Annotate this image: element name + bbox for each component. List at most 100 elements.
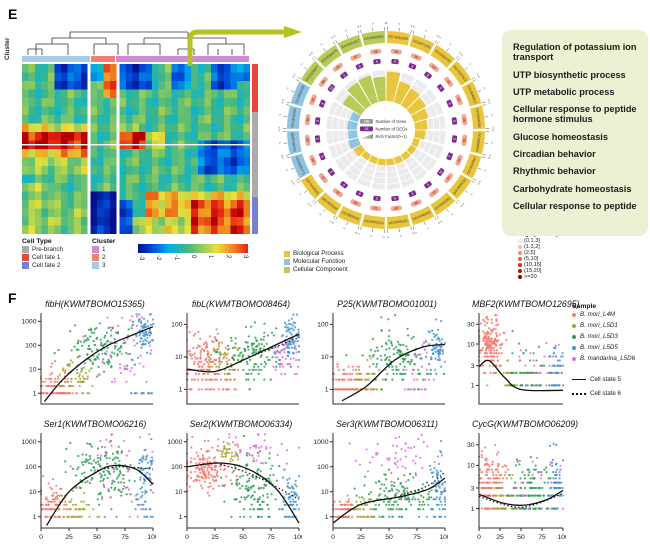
svg-text:0: 0 (278, 126, 280, 130)
plot-CycG: CycG(KWMTBOMO06209)1310300255075100 (454, 419, 566, 548)
svg-text:1: 1 (325, 514, 329, 521)
heatmap-row-label: Cluster (4, 38, 11, 60)
plot-title: MBF2(KWMTBOMO12695) (454, 299, 566, 311)
go-term: Cellular response to peptide hormone sti… (513, 104, 637, 125)
points-L5D5 (278, 314, 300, 362)
svg-text:2: 2 (300, 62, 304, 66)
go-term: Glucose homeostasis (513, 132, 637, 142)
svg-text:0: 0 (411, 232, 415, 235)
svg-text:2: 2 (468, 62, 472, 66)
go-category-item: Cellular Component (284, 266, 348, 273)
svg-text:10: 10 (321, 354, 329, 361)
plot-title: fibL(KWMTBOMO08464) (162, 299, 302, 311)
go-term: Carbohydrate homeostasis (513, 184, 637, 194)
svg-text:100: 100 (25, 464, 37, 471)
plot-title: CycG(KWMTBOMO06209) (454, 419, 566, 431)
svg-text:2: 2 (399, 235, 403, 238)
colorbar-tick: -3 (138, 255, 144, 261)
pvalue-dot (518, 239, 522, 243)
svg-text:25: 25 (65, 534, 73, 541)
svg-text:188: 188 (364, 120, 370, 124)
cell-type-item-swatch (22, 262, 29, 269)
svg-text:2: 2 (448, 42, 452, 46)
go-term: Circadian behavior (513, 149, 637, 159)
sample-label: B. mori_L5D5 (580, 344, 618, 351)
points-L5D6 (518, 342, 564, 387)
svg-text:10: 10 (467, 463, 475, 470)
svg-text:15: 15 (365, 127, 369, 131)
svg-text:0: 0 (488, 156, 491, 160)
svg-text:0: 0 (281, 153, 284, 157)
svg-text:0: 0 (185, 534, 189, 541)
svg-text:0: 0 (437, 221, 441, 225)
svg-text:100: 100 (317, 322, 329, 329)
go-category-item: Molecular Function (284, 258, 348, 265)
svg-text:10: 10 (467, 341, 475, 348)
cluster-item: 3 (92, 262, 115, 269)
cell-type-item: Cell fate 1 (22, 254, 63, 261)
svg-text:0: 0 (354, 231, 358, 234)
pvalue-item: >=20 (518, 274, 558, 280)
sample-item: B. mori_L5D5 (572, 344, 648, 351)
svg-text:50: 50 (93, 534, 101, 541)
svg-text:25: 25 (496, 534, 504, 541)
svg-text:0: 0 (291, 179, 295, 183)
svg-text:2: 2 (371, 23, 375, 26)
cluster-item-swatch (92, 246, 99, 253)
svg-text:75: 75 (267, 534, 275, 541)
points-L5D5 (422, 440, 446, 518)
points-L4M (332, 363, 375, 391)
top-annotation-cluster-2 (91, 56, 116, 62)
svg-text:25: 25 (357, 534, 365, 541)
svg-text:0: 0 (282, 98, 285, 102)
svg-text:4: 4 (386, 236, 390, 238)
svg-text:2: 2 (285, 168, 288, 172)
pvalue-dot (518, 257, 522, 261)
go-term: UTP biosynthetic process (513, 70, 637, 80)
colorbar-tick: 1 (207, 255, 213, 261)
svg-text:36: 36 (373, 50, 377, 54)
sample-item: B. mori_L5D3 (572, 333, 648, 340)
svg-text:10: 10 (321, 489, 329, 496)
svg-text:2: 2 (279, 141, 282, 145)
svg-text:2: 2 (286, 86, 289, 90)
cell-type-item-swatch (22, 254, 29, 261)
scatter-plot: 11010010000255075100 (308, 431, 448, 543)
colorbar-tick: -1 (173, 255, 179, 261)
svg-text:1000: 1000 (21, 319, 36, 326)
svg-text:100: 100 (171, 322, 183, 329)
svg-text:0: 0 (477, 534, 481, 541)
svg-text:0: 0 (459, 204, 463, 208)
cell-state-item: Cell state 6 (572, 390, 648, 397)
go-category-label: Biological Process (293, 250, 344, 257)
svg-text:0: 0 (488, 100, 491, 104)
go-term: Rhythmic behavior (513, 166, 637, 176)
svg-text:1000: 1000 (21, 439, 36, 446)
points-L5D5 (135, 313, 154, 359)
svg-text:75: 75 (413, 534, 421, 541)
svg-text:28: 28 (306, 138, 310, 142)
svg-text:2: 2 (397, 22, 401, 25)
svg-text:1: 1 (179, 514, 183, 521)
svg-text:2: 2 (491, 141, 494, 145)
svg-text:49: 49 (394, 206, 398, 210)
sample-item: B. mandarina_L5D6 (572, 355, 648, 362)
svg-text:1: 1 (471, 506, 475, 513)
axes (479, 433, 563, 528)
points-L5D5 (134, 438, 154, 518)
pvalue-dot (518, 263, 522, 267)
go-category-item: Biological Process (284, 250, 348, 257)
cell-state-item: Cell state 5 (572, 376, 648, 383)
cluster-item-label: 2 (102, 254, 106, 261)
